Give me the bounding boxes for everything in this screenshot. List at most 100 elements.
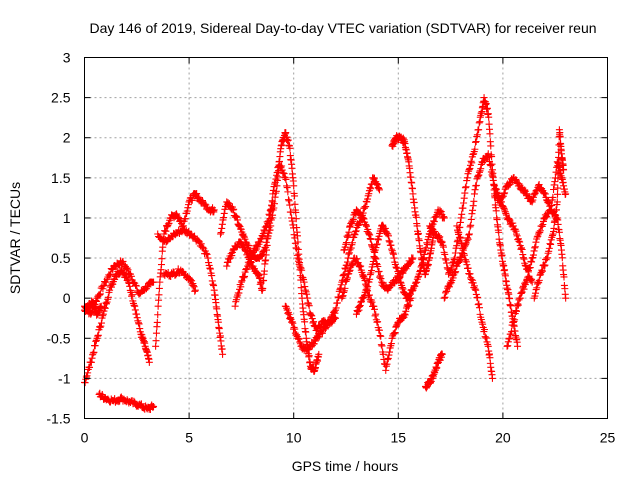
- data-point: [356, 301, 364, 309]
- data-point: [471, 285, 479, 293]
- data-point: [501, 206, 509, 214]
- data-point: [184, 201, 192, 209]
- data-point: [241, 246, 249, 254]
- data-point: [534, 232, 542, 240]
- data-points: [81, 94, 570, 413]
- data-point: [292, 215, 300, 223]
- data-point: [470, 282, 478, 290]
- data-point: [282, 175, 290, 183]
- data-point: [124, 275, 132, 283]
- y-tick-label: 1.5: [51, 170, 71, 186]
- data-point: [516, 294, 524, 302]
- data-point: [355, 261, 363, 269]
- data-point: [376, 273, 384, 281]
- data-point: [334, 293, 342, 301]
- data-point: [306, 310, 314, 318]
- data-point: [111, 275, 119, 283]
- data-point: [381, 224, 389, 232]
- data-point: [439, 243, 447, 251]
- data-point: [376, 332, 384, 340]
- data-point: [353, 255, 361, 263]
- data-point: [343, 232, 351, 240]
- data-point: [153, 318, 161, 326]
- data-point: [506, 180, 514, 188]
- data-point: [284, 196, 292, 204]
- data-point: [375, 326, 383, 334]
- data-point: [491, 184, 499, 192]
- data-point: [408, 254, 416, 262]
- data-point: [282, 302, 290, 310]
- data-point: [518, 245, 526, 253]
- data-point: [541, 190, 549, 198]
- data-point: [311, 337, 319, 345]
- data-point: [217, 229, 225, 237]
- data-point: [513, 338, 521, 346]
- data-point: [379, 350, 387, 358]
- data-point: [554, 184, 562, 192]
- data-point: [342, 265, 350, 273]
- data-point: [486, 161, 494, 169]
- x-tick-label: 15: [391, 430, 407, 446]
- data-point: [356, 303, 364, 311]
- data-point: [344, 254, 352, 262]
- data-point: [336, 285, 344, 293]
- data-point: [469, 279, 477, 287]
- data-point: [475, 304, 483, 312]
- data-point: [457, 234, 465, 242]
- data-point: [233, 242, 241, 250]
- data-point: [492, 185, 500, 193]
- data-point: [477, 315, 485, 323]
- data-point: [469, 202, 477, 210]
- data-point: [157, 261, 165, 269]
- data-point: [459, 244, 467, 252]
- y-tick-label: 1: [63, 210, 71, 226]
- y-tick-label: 2: [63, 130, 71, 146]
- data-point: [201, 200, 209, 208]
- data-point: [400, 136, 408, 144]
- data-point: [547, 240, 555, 248]
- x-tick-label: 20: [495, 430, 511, 446]
- data-point: [399, 285, 407, 293]
- data-point: [349, 215, 357, 223]
- data-point: [502, 211, 510, 219]
- data-point: [148, 402, 156, 410]
- data-point: [186, 276, 194, 284]
- data-point: [178, 267, 186, 275]
- data-point: [464, 234, 472, 242]
- data-point: [88, 354, 96, 362]
- data-point: [501, 189, 509, 197]
- data-point: [99, 285, 107, 293]
- data-point: [364, 282, 372, 290]
- data-point: [509, 219, 517, 227]
- data-point: [485, 113, 493, 121]
- data-point: [337, 281, 345, 289]
- data-point: [342, 239, 350, 247]
- data-point: [135, 290, 143, 298]
- data-point: [435, 233, 443, 241]
- data-point: [485, 153, 493, 161]
- data-point: [460, 250, 468, 258]
- data-point: [512, 307, 520, 315]
- data-point: [327, 317, 335, 325]
- data-point: [346, 266, 354, 274]
- data-point: [285, 311, 293, 319]
- data-point: [550, 224, 558, 232]
- chart-title: Day 146 of 2019, Sidereal Day-to-day VTE…: [89, 20, 596, 36]
- data-point: [202, 249, 210, 257]
- data-point: [372, 244, 380, 252]
- data-point: [475, 119, 483, 127]
- data-point: [220, 214, 228, 222]
- data-point: [218, 224, 226, 232]
- data-point: [535, 180, 543, 188]
- data-point: [467, 221, 475, 229]
- data-point: [368, 242, 376, 250]
- data-point: [412, 213, 420, 221]
- data-point: [530, 191, 538, 199]
- data-point: [361, 291, 369, 299]
- data-point: [521, 186, 529, 194]
- data-point: [561, 190, 569, 198]
- data-point: [374, 318, 382, 326]
- data-point: [301, 283, 309, 291]
- data-point: [531, 243, 539, 251]
- y-tick-labels: -1.5 -1 -0.5 0 0.5 1 1.5 2 2.5 3: [46, 50, 70, 427]
